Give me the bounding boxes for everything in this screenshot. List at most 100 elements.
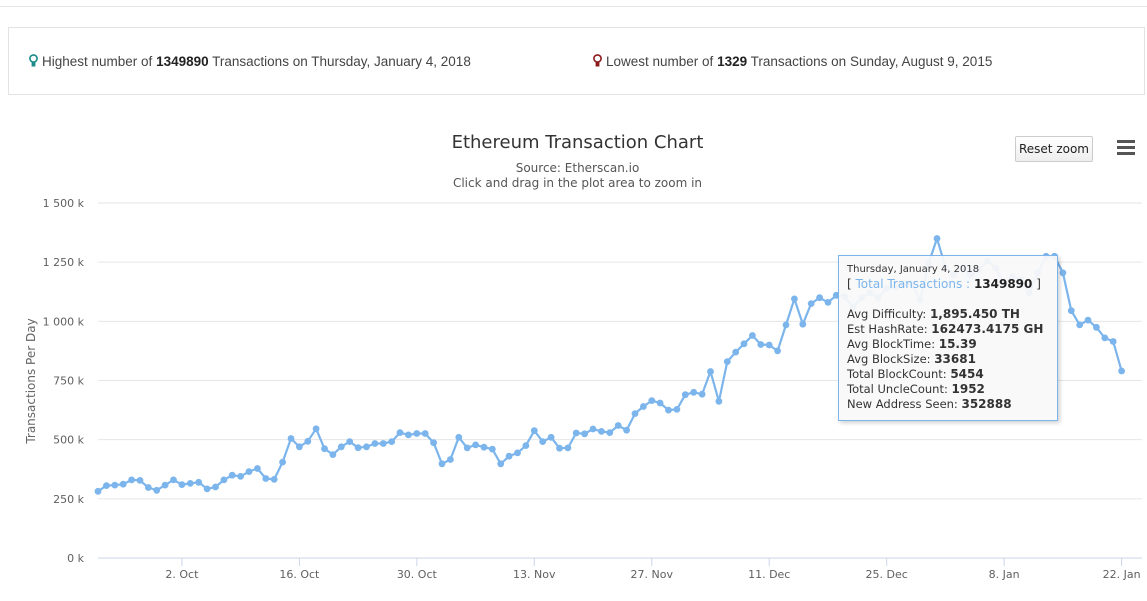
tooltip-row: Est HashRate: 162473.4175 GH (847, 322, 1044, 336)
stats-panel: Highest number of 1349890 Transactions o… (8, 27, 1145, 95)
chart-zoom-hint: Click and drag in the plot area to zoom … (452, 176, 703, 190)
data-point (270, 476, 278, 483)
data-point (312, 425, 320, 433)
high-count: 1349890 (156, 54, 209, 69)
data-point (405, 431, 412, 439)
high-prefix: Highest number of (42, 54, 153, 69)
data-point (816, 294, 823, 302)
y-tick-label: 1 000 k (43, 315, 85, 328)
data-point (111, 481, 119, 489)
data-point (287, 435, 295, 442)
data-point (799, 320, 807, 328)
data-point (782, 321, 790, 329)
data-point (1076, 321, 1084, 329)
data-point (640, 403, 647, 410)
x-tick-label: 30. Oct (397, 568, 438, 581)
y-tick-label: 500 k (53, 434, 84, 447)
data-point (723, 358, 731, 365)
data-point (228, 471, 236, 479)
data-point (589, 425, 597, 433)
data-point (1067, 307, 1075, 315)
data-point (631, 410, 639, 417)
lowest-transactions-stat: Lowest number of 1329 Transactions on Su… (593, 54, 992, 71)
data-point (128, 476, 136, 484)
tooltip-date: Thursday, January 4, 2018 (847, 264, 980, 275)
data-point (614, 422, 622, 429)
data-point (522, 442, 530, 449)
data-point (421, 430, 429, 437)
data-point (648, 397, 656, 404)
data-point (1109, 338, 1117, 345)
hamburger-menu-icon[interactable] (1117, 140, 1135, 156)
low-mid: Transactions on (750, 54, 847, 69)
data-point (1059, 269, 1067, 277)
data-point (480, 443, 488, 451)
data-point (220, 476, 228, 484)
data-point (1118, 367, 1125, 375)
data-point (690, 388, 698, 396)
high-date: Thursday, January 4, 2018 (311, 54, 471, 69)
data-point (321, 445, 328, 453)
data-point (463, 444, 471, 452)
data-point (665, 406, 672, 414)
x-tick-label: 2. Oct (165, 568, 199, 581)
low-count: 1329 (717, 54, 748, 69)
data-point (396, 429, 404, 436)
chart-title: Ethereum Transaction Chart (451, 132, 704, 153)
data-point (254, 465, 261, 472)
chart-subtitle: Source: Etherscan.io (515, 161, 640, 175)
data-point (505, 452, 513, 460)
data-point (237, 473, 245, 480)
data-point (606, 429, 614, 436)
data-point (774, 347, 781, 355)
low-date: Sunday, August 9, 2015 (849, 54, 993, 69)
y-tick-label: 1 250 k (43, 256, 85, 269)
data-point (530, 427, 538, 435)
x-tick-label: 8. Jan (989, 568, 1020, 581)
y-tick-label: 750 k (53, 375, 84, 388)
data-point (1093, 323, 1100, 331)
data-point (296, 443, 303, 451)
data-point (363, 443, 370, 451)
data-point (103, 482, 110, 489)
data-point (824, 299, 832, 306)
data-point (304, 437, 312, 445)
data-point (707, 368, 714, 375)
tooltip-total: [ Total Transactions : 1349890 ] (847, 277, 1041, 291)
x-tick-label: 13. Nov (513, 568, 556, 581)
tooltip-value: 1349890 (973, 277, 1033, 291)
data-point (161, 481, 169, 489)
tooltip-row: New Address Seen: 352888 (847, 397, 1012, 411)
tooltip-row: Total UncleCount: 1952 (847, 382, 985, 396)
data-point (623, 426, 630, 434)
data-point (144, 484, 152, 491)
data-point (497, 460, 505, 468)
x-tick-label: 27. Nov (631, 568, 674, 581)
data-point (186, 480, 194, 487)
tooltip-row: Avg BlockSize: 33681 (847, 352, 976, 366)
data-point (488, 445, 496, 453)
data-point (354, 444, 362, 452)
data-point (413, 430, 421, 437)
data-point (438, 460, 446, 468)
data-point (564, 444, 572, 452)
data-point (757, 341, 765, 348)
data-point (245, 468, 253, 475)
x-tick-label: 16. Oct (279, 568, 320, 581)
x-tick-label: 22. Jan (1103, 568, 1141, 581)
data-point (136, 477, 144, 484)
chart-tooltip: Thursday, January 4, 2018 [ Total Transa… (838, 255, 1058, 421)
data-point (1101, 334, 1109, 342)
data-point (581, 430, 588, 438)
data-point (94, 487, 102, 495)
data-point (346, 438, 354, 445)
data-point (656, 399, 664, 407)
data-point (447, 456, 454, 463)
data-point (329, 451, 337, 458)
reset-zoom-button[interactable]: Reset zoom (1015, 136, 1093, 162)
data-point (472, 441, 479, 449)
low-prefix: Lowest number of (606, 54, 714, 69)
lightbulb-teal-icon (29, 54, 38, 71)
data-point (153, 486, 161, 494)
tooltip-row: Total BlockCount: 5454 (847, 367, 984, 381)
